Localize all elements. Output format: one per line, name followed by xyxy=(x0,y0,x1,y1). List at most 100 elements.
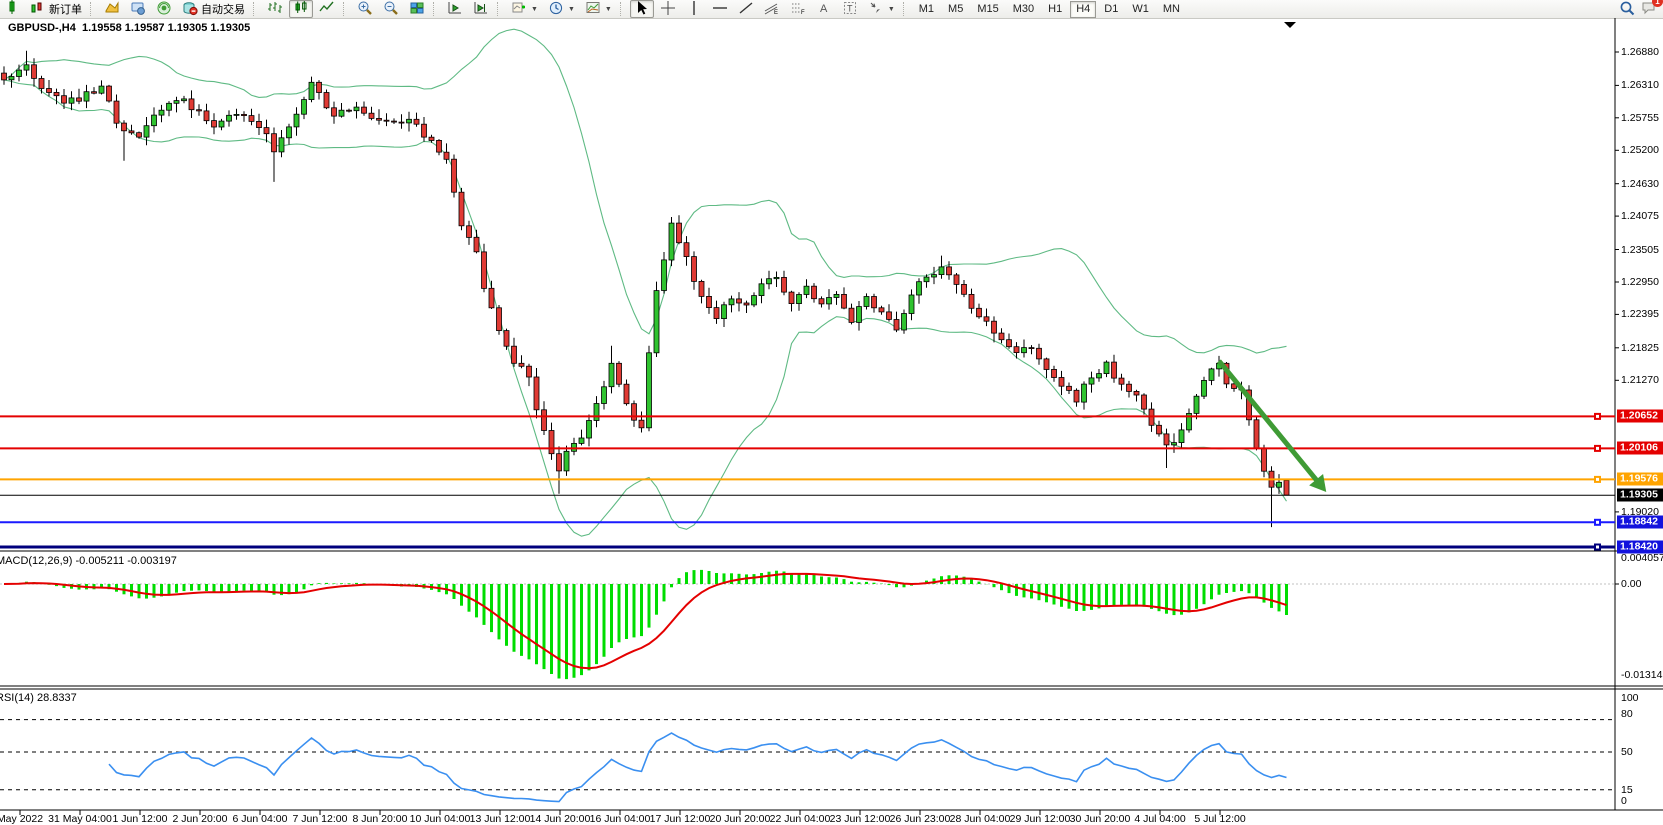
price-tick-1.21270: 1.21270 xyxy=(1621,374,1659,387)
candlestick-chart-button[interactable] xyxy=(289,0,313,18)
timeframe-m30-button[interactable]: M30 xyxy=(1012,3,1035,15)
bar-chart-button[interactable] xyxy=(263,0,287,18)
macd-scale-zero: 0.00 xyxy=(1621,578,1642,590)
time-label-16: 28 Jun 04:00 xyxy=(949,813,1011,825)
timeframe-h1-button[interactable]: H1 xyxy=(1048,3,1063,15)
bollinger-bands[interactable] xyxy=(3,28,1287,537)
timeframe-m5-button[interactable]: M5 xyxy=(948,3,964,15)
line-chart-button[interactable] xyxy=(315,0,339,18)
rsi-scale-0: 0 xyxy=(1621,795,1627,807)
dropdown-caret-icon: ▼ xyxy=(887,5,895,13)
time-label-12: 20 Jun 20:00 xyxy=(709,813,771,825)
text-button[interactable]: A xyxy=(812,0,836,18)
toolbar-separator xyxy=(90,2,96,16)
indicators-button[interactable]: ▼ xyxy=(507,0,542,18)
dropdown-caret-icon: ▼ xyxy=(531,5,538,13)
price-line-label-1.20106[interactable]: 1.20106 xyxy=(1617,441,1663,455)
rsi-indicator-label: RSI(14) 28.8337 xyxy=(0,692,77,704)
signals-icon xyxy=(156,0,172,18)
candlestick-chart-icon xyxy=(293,0,309,18)
text-label-button[interactable]: T xyxy=(838,0,862,18)
chart-title: GBPUSD-,H4 1.19558 1.19587 1.19305 1.193… xyxy=(8,22,251,34)
time-label-4: 6 Jun 04:00 xyxy=(232,813,288,825)
price-line-label-1.19305[interactable]: 1.19305 xyxy=(1617,488,1663,502)
timeframe-m15-button[interactable]: M15 xyxy=(977,3,999,15)
text-label-icon: T xyxy=(842,0,858,18)
tile-windows-icon xyxy=(409,0,425,18)
trendline-button[interactable] xyxy=(734,0,758,18)
price-line-label-1.18842[interactable]: 1.18842 xyxy=(1617,515,1663,529)
templates-button[interactable]: ▼ xyxy=(581,0,616,18)
price-tick-1.19020: 1.19020 xyxy=(1621,505,1659,518)
toolbar-separator xyxy=(433,2,439,16)
periods-button[interactable]: ▼ xyxy=(544,0,579,18)
zoom-in-button[interactable] xyxy=(353,0,377,18)
signals-button[interactable] xyxy=(152,0,176,18)
auto-scroll-button[interactable] xyxy=(443,0,467,18)
timeframe-h4-button[interactable]: H4 xyxy=(1070,0,1097,18)
autotrading-button[interactable]: 自动交易 xyxy=(178,0,249,18)
price-tick-1.22395: 1.22395 xyxy=(1621,308,1659,321)
indicators-icon xyxy=(511,0,527,18)
templates-icon xyxy=(585,0,601,18)
price-line-label-1.19576[interactable]: 1.19576 xyxy=(1617,472,1663,486)
search-icon[interactable] xyxy=(1619,0,1635,18)
price-tick-1.25755: 1.25755 xyxy=(1621,111,1659,124)
chart-shift-marker[interactable] xyxy=(1284,22,1296,28)
arrows-button[interactable]: ▼ xyxy=(864,0,899,18)
arrows-icon xyxy=(868,0,884,18)
trend-arrow[interactable] xyxy=(1217,359,1327,493)
price-axis-ticks xyxy=(1615,51,1619,513)
toolbar-separator xyxy=(253,2,259,16)
horizontal-lines[interactable] xyxy=(0,412,1615,551)
timeframe-d1-button[interactable]: D1 xyxy=(1104,3,1119,15)
fibonacci-button[interactable]: F xyxy=(786,0,810,18)
svg-text:T: T xyxy=(847,3,853,13)
price-tick-1.21825: 1.21825 xyxy=(1621,341,1659,354)
new-chart-button[interactable] xyxy=(100,0,124,18)
new-chart-icon xyxy=(104,0,120,18)
toolbar-separator xyxy=(619,2,626,16)
time-label-2: 1 Jun 12:00 xyxy=(112,813,168,825)
time-label-0: May 2022 xyxy=(0,813,44,825)
timeframe-m1-button[interactable]: M1 xyxy=(918,3,935,15)
bar-chart-icon xyxy=(267,0,283,18)
svg-text:E: E xyxy=(774,10,778,16)
profiles-button[interactable] xyxy=(126,0,150,18)
periods-icon xyxy=(548,0,564,18)
fibonacci-icon: F xyxy=(790,0,806,18)
toolbar-right: 1 xyxy=(1619,0,1663,18)
chat-icon[interactable]: 1 xyxy=(1641,0,1663,18)
price-line-label-1.20652[interactable]: 1.20652 xyxy=(1617,409,1663,423)
rsi-scale-50: 50 xyxy=(1621,746,1633,758)
time-label-17: 29 Jun 12:00 xyxy=(1009,813,1071,825)
new-order-button[interactable]: 新订单 xyxy=(26,0,86,18)
cursor-button[interactable] xyxy=(629,0,654,18)
toolbar-separator xyxy=(343,2,349,16)
time-label-11: 17 Jun 12:00 xyxy=(649,813,711,825)
autotrading-button-label: 自动交易 xyxy=(201,4,245,16)
cursor-icon xyxy=(634,0,650,18)
time-label-18: 30 Jun 20:00 xyxy=(1069,813,1131,825)
crosshair-button[interactable] xyxy=(656,0,680,18)
macd-scale-min: -0.013143 xyxy=(1621,669,1663,681)
price-line-label-1.18420[interactable]: 1.18420 xyxy=(1617,540,1663,554)
zoom-out-button[interactable] xyxy=(379,0,403,18)
candles-layer[interactable] xyxy=(1,50,1290,528)
horizontal-line-button[interactable] xyxy=(708,0,732,18)
equidistant-channel-button[interactable]: E xyxy=(760,0,784,18)
vertical-line-button[interactable] xyxy=(682,0,706,18)
zoom-in-icon xyxy=(357,0,373,18)
timeframe-mn-button[interactable]: MN xyxy=(1162,3,1180,15)
time-label-10: 16 Jun 04:00 xyxy=(589,813,651,825)
price-tick-1.24075: 1.24075 xyxy=(1621,210,1659,223)
autotrading-icon xyxy=(182,0,198,18)
price-tick-1.26880: 1.26880 xyxy=(1621,46,1659,58)
tile-windows-button[interactable] xyxy=(405,0,429,18)
price-tick-1.26310: 1.26310 xyxy=(1621,79,1659,92)
trendline-icon xyxy=(738,0,754,18)
timeframe-w1-button[interactable]: W1 xyxy=(1132,3,1149,15)
time-label-6: 8 Jun 20:00 xyxy=(352,813,408,825)
chart-shift-button[interactable] xyxy=(469,0,493,18)
